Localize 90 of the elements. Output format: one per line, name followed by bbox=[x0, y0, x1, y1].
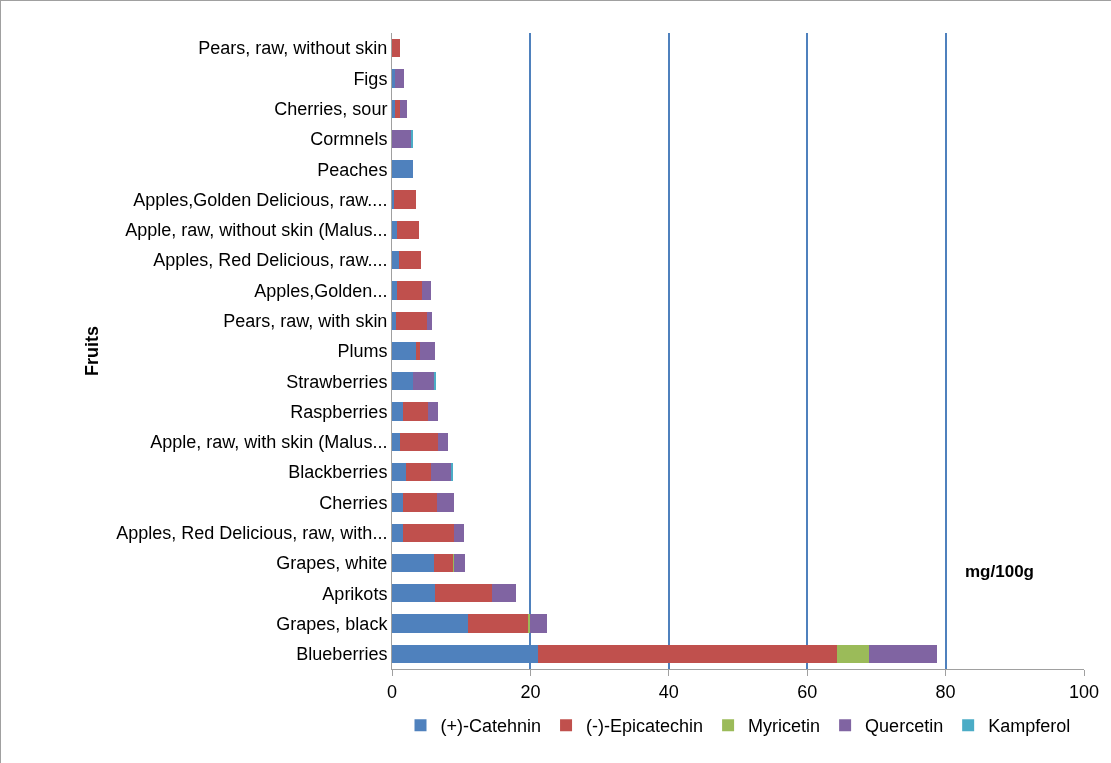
bar bbox=[392, 584, 435, 603]
legend-label: Kampferol bbox=[988, 716, 1071, 737]
bar bbox=[392, 432, 400, 451]
y-tick-label: Grapes, black bbox=[276, 613, 389, 634]
bar bbox=[396, 281, 423, 300]
bar bbox=[538, 644, 837, 663]
bar bbox=[405, 463, 432, 482]
bar bbox=[419, 341, 435, 361]
bar bbox=[530, 614, 548, 633]
legend-label: (-)-Epicatechin bbox=[586, 716, 704, 737]
y-tick-label: Apples,Golden Delicious, raw.... bbox=[133, 189, 388, 210]
bar bbox=[392, 190, 395, 209]
bar bbox=[392, 523, 404, 542]
bar bbox=[868, 644, 937, 663]
bar bbox=[392, 69, 396, 88]
bar bbox=[403, 523, 454, 542]
bar bbox=[392, 341, 416, 361]
bar bbox=[394, 190, 417, 209]
bar bbox=[392, 493, 404, 512]
y-tick-label: Apple, raw, without skin (Malus... bbox=[125, 220, 388, 241]
annotation: mg/100g bbox=[965, 562, 1034, 581]
bar bbox=[395, 69, 404, 88]
y-tick-label: Apples,Golden... bbox=[254, 280, 388, 301]
y-tick-label: Plums bbox=[337, 341, 388, 362]
bar bbox=[434, 372, 437, 391]
bar bbox=[392, 39, 400, 58]
y-tick-label: Apple, raw, with skin (Malus... bbox=[150, 432, 388, 453]
bar bbox=[392, 311, 397, 330]
y-tick-label: Apples, Red Delicious, raw, with... bbox=[116, 523, 388, 544]
x-tick-label: 100 bbox=[1068, 681, 1100, 702]
y-tick-label: Pears, raw, without skin bbox=[198, 38, 388, 59]
bar bbox=[392, 220, 397, 239]
bar bbox=[392, 553, 434, 573]
bar bbox=[392, 372, 413, 391]
bar bbox=[437, 432, 449, 451]
bar bbox=[399, 432, 438, 451]
bar bbox=[468, 614, 529, 633]
y-tick-label: Peaches bbox=[317, 159, 388, 180]
bar bbox=[431, 463, 451, 482]
bar bbox=[392, 129, 411, 149]
bar bbox=[412, 372, 435, 391]
bar bbox=[427, 402, 439, 421]
legend-label: (+)-Catehnin bbox=[440, 716, 542, 737]
bar bbox=[434, 584, 493, 603]
bar bbox=[453, 523, 464, 542]
bar bbox=[394, 99, 401, 118]
y-tick-label: Figs bbox=[353, 68, 388, 89]
bar bbox=[450, 463, 453, 482]
bar bbox=[392, 251, 399, 270]
bar bbox=[392, 281, 397, 300]
bar bbox=[454, 553, 466, 573]
bar bbox=[392, 463, 406, 482]
bar bbox=[403, 402, 428, 421]
y-tick-label: Cherries, sour bbox=[274, 99, 388, 120]
bar bbox=[403, 493, 437, 512]
bar bbox=[396, 311, 428, 330]
bar bbox=[836, 644, 869, 663]
bar bbox=[427, 311, 433, 330]
y-tick-label: Blueberries bbox=[296, 644, 388, 665]
x-tick-label: 80 bbox=[935, 681, 956, 702]
x-tick-label: 0 bbox=[386, 681, 398, 702]
y-tick-label: Grapes, white bbox=[276, 553, 388, 574]
bar bbox=[528, 614, 531, 633]
bar bbox=[392, 99, 395, 118]
bar bbox=[392, 160, 414, 179]
y-axis-title: Fruits bbox=[82, 325, 103, 377]
y-tick-label: Pears, raw, with skin bbox=[223, 311, 388, 332]
x-tick-label: 40 bbox=[658, 681, 679, 702]
bar bbox=[422, 281, 432, 300]
bar bbox=[400, 99, 407, 118]
legend-label: Quercetin bbox=[865, 716, 944, 737]
y-tick-label: Apples, Red Delicious, raw.... bbox=[153, 250, 388, 271]
bar bbox=[433, 553, 453, 573]
y-tick-label: Aprikots bbox=[322, 583, 388, 604]
bar bbox=[396, 220, 419, 239]
bar bbox=[398, 251, 422, 270]
bar bbox=[492, 584, 516, 603]
legend-label: Myricetin bbox=[748, 716, 821, 737]
bar bbox=[415, 341, 420, 361]
x-tick-label: 20 bbox=[520, 681, 541, 702]
bar bbox=[392, 402, 404, 421]
bar bbox=[392, 614, 469, 633]
x-tick-label: 60 bbox=[797, 681, 818, 702]
y-tick-label: Strawberries bbox=[286, 371, 388, 392]
bar bbox=[410, 129, 413, 149]
y-tick-label: Cherries bbox=[319, 492, 388, 513]
y-tick-label: Cormnels bbox=[310, 129, 388, 150]
y-tick-label: Raspberries bbox=[290, 401, 388, 422]
y-tick-label: Blackberries bbox=[288, 462, 388, 483]
bar bbox=[436, 493, 454, 512]
